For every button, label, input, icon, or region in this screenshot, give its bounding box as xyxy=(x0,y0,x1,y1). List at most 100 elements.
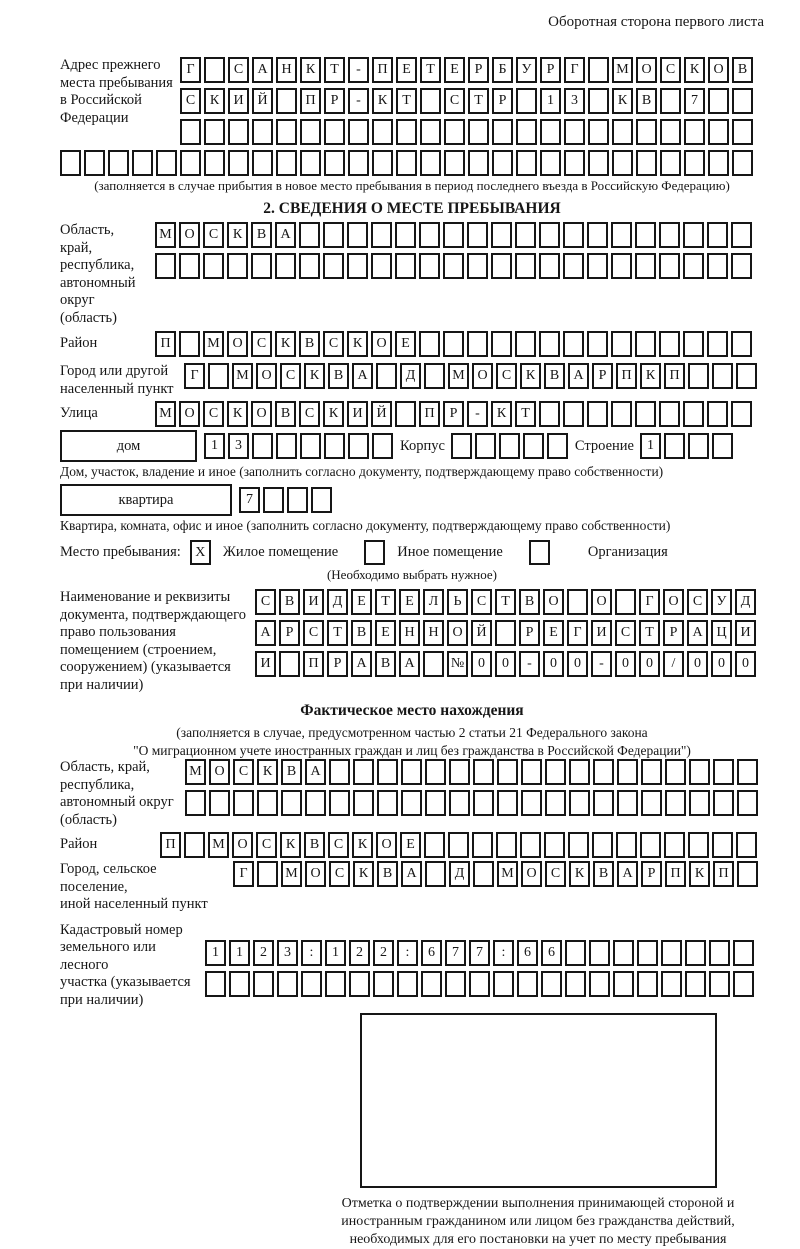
char-box: С xyxy=(256,832,277,858)
char-box: П xyxy=(372,57,393,83)
char-box xyxy=(395,222,416,248)
char-box: К xyxy=(353,861,374,887)
char-box: Р xyxy=(592,363,613,389)
char-box: Т xyxy=(375,589,396,615)
cadastre-block: Кадастровый номер земельного или лесного… xyxy=(60,922,764,1010)
char-box: А xyxy=(401,861,422,887)
char-box xyxy=(497,759,518,785)
char-box xyxy=(659,401,680,427)
char-box: 0 xyxy=(639,651,660,677)
char-box: 6 xyxy=(541,939,562,966)
char-box: К xyxy=(227,222,248,248)
document-block: Наименование и реквизиты документа, подт… xyxy=(60,589,764,694)
char-box: Г xyxy=(180,57,201,83)
char-box: Т xyxy=(420,57,441,83)
char-box xyxy=(636,150,657,176)
cadastre-label: Кадастровый номер земельного или лесного… xyxy=(60,921,191,1008)
char-box: В xyxy=(636,88,657,114)
char-box: К xyxy=(612,88,633,114)
char-box xyxy=(495,620,516,646)
char-box: О xyxy=(472,363,493,389)
char-box: А xyxy=(687,620,708,646)
char-box xyxy=(281,790,302,816)
char-box: - xyxy=(348,88,369,114)
char-box: К xyxy=(275,331,296,357)
char-box xyxy=(377,790,398,816)
char-box: К xyxy=(204,88,225,114)
char-box xyxy=(420,119,441,145)
char-box xyxy=(592,832,613,858)
char-box xyxy=(329,759,350,785)
char-box: О xyxy=(179,401,200,427)
char-box: 2 xyxy=(349,939,370,966)
char-box: С xyxy=(471,589,492,615)
char-box xyxy=(563,222,584,248)
char-box xyxy=(713,790,734,816)
char-box: Й xyxy=(471,620,492,646)
char-box: С xyxy=(545,861,566,887)
char-box xyxy=(324,150,345,176)
header-note: Оборотная сторона первого листа xyxy=(548,14,764,30)
char-box: Д xyxy=(327,589,348,615)
char-box: В xyxy=(299,331,320,357)
char-box xyxy=(444,119,465,145)
char-box xyxy=(498,433,520,459)
char-box xyxy=(617,759,638,785)
house-field-box: дом xyxy=(60,430,197,462)
char-box xyxy=(515,222,536,248)
char-box xyxy=(277,970,298,997)
char-box xyxy=(737,790,758,816)
char-box: Е xyxy=(400,832,421,858)
char-box: Д xyxy=(400,363,421,389)
char-box xyxy=(663,433,685,459)
char-box: К xyxy=(300,57,321,83)
char-box xyxy=(425,790,446,816)
char-box xyxy=(736,832,757,858)
char-box xyxy=(733,939,754,966)
char-box xyxy=(287,487,308,513)
char-box: О xyxy=(227,331,248,357)
actual-location-note1: (заполняется в случае, предусмотренном ч… xyxy=(176,725,648,740)
char-box: Г xyxy=(184,363,205,389)
confirmation-stamp-box xyxy=(359,1013,717,1188)
document-label: Наименование и реквизиты документа, подт… xyxy=(60,589,246,693)
char-box: П xyxy=(300,88,321,114)
char-box: Г xyxy=(564,57,585,83)
char-box: Т xyxy=(324,57,345,83)
char-box: С xyxy=(496,363,517,389)
char-box xyxy=(228,119,249,145)
char-box: С xyxy=(299,401,320,427)
char-box xyxy=(421,970,442,997)
actual-region-block: Область, край, республика, автономный ок… xyxy=(60,759,764,829)
char-box: С xyxy=(255,589,276,615)
char-box xyxy=(443,331,464,357)
option-label-organization: Организация xyxy=(587,544,668,560)
char-box xyxy=(539,331,560,357)
city-label: Город или другой населенный пункт xyxy=(60,363,174,397)
stay-type-row: Место пребывания: X Жилое помещение Иное… xyxy=(60,540,764,565)
char-box xyxy=(353,790,374,816)
char-box xyxy=(588,150,609,176)
char-box xyxy=(635,331,656,357)
char-box xyxy=(251,253,272,279)
actual-city-label: Город, сельское поселение, иной населенн… xyxy=(60,861,208,912)
char-box xyxy=(640,832,661,858)
char-box: К xyxy=(569,861,590,887)
char-box xyxy=(444,150,465,176)
char-box: 0 xyxy=(615,651,636,677)
char-box: Ц xyxy=(711,620,732,646)
char-box-row: 7 xyxy=(239,487,335,513)
char-box xyxy=(301,970,322,997)
char-box: М xyxy=(232,363,253,389)
char-box: В xyxy=(519,589,540,615)
char-box: О xyxy=(179,222,200,248)
char-box xyxy=(208,363,229,389)
char-box: И xyxy=(591,620,612,646)
char-box: С xyxy=(280,363,301,389)
char-box xyxy=(257,861,278,887)
char-box xyxy=(205,970,226,997)
